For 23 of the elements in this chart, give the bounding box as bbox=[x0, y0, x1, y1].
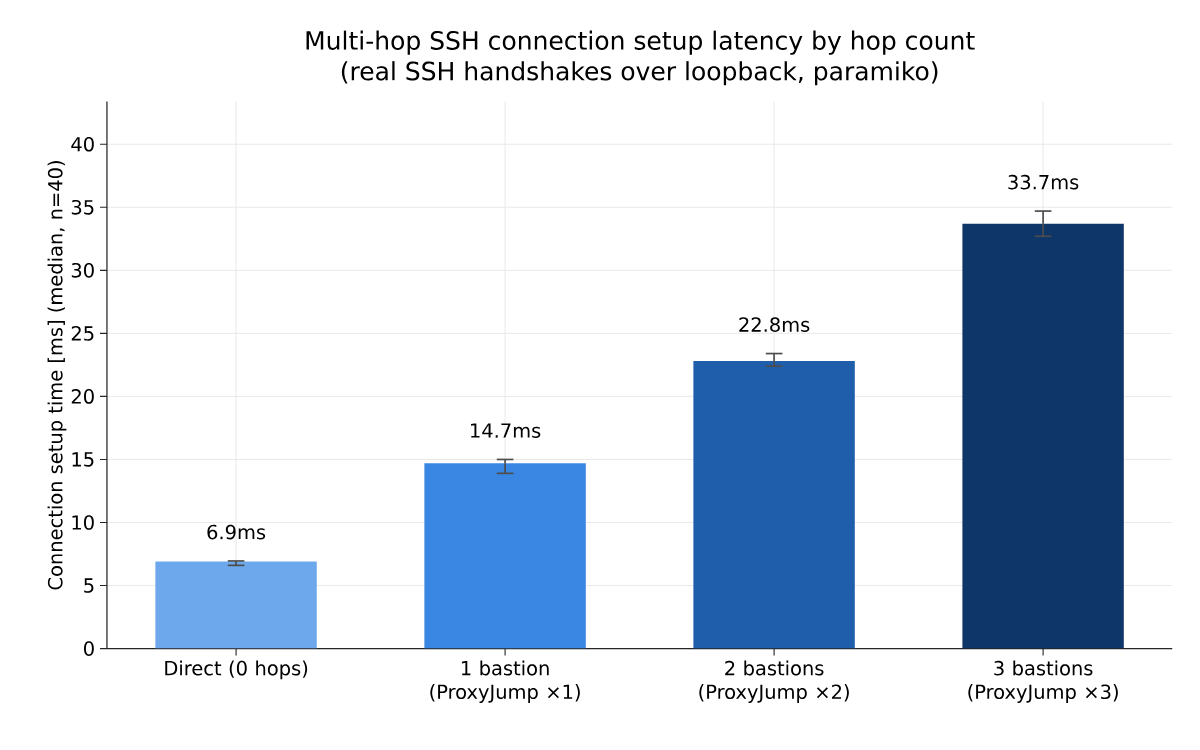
y-tick-label: 40 bbox=[71, 136, 94, 152]
y-tick-label: 0 bbox=[84, 641, 94, 656]
data-label: 33.7ms bbox=[1008, 174, 1079, 190]
bar bbox=[693, 361, 855, 649]
bar bbox=[962, 223, 1124, 649]
y-tick-label: 35 bbox=[71, 199, 94, 215]
chart-title: Multi-hop SSH connection setup latency by hop count (real SSH handshakes over loopback, paramiko) bbox=[306, 30, 975, 86]
data-label: 14.7ms bbox=[471, 423, 541, 438]
x-tick-label: Direct (0 hops) bbox=[165, 660, 308, 680]
y-tick-label: 25 bbox=[71, 326, 94, 341]
data-label: 6.9ms bbox=[207, 524, 266, 540]
y-tick-label: 15 bbox=[72, 452, 94, 467]
y-tick-label: 10 bbox=[72, 515, 94, 530]
x-tick-label: 2 bastions (ProxyJump ×2) bbox=[699, 660, 849, 703]
y-tick-label: 30 bbox=[71, 262, 94, 278]
bar bbox=[155, 561, 317, 649]
data-label: 22.8ms bbox=[739, 317, 810, 332]
x-tick-label: 3 bastions (ProxyJump ×3) bbox=[968, 660, 1118, 703]
y-axis-title: Connection setup time [ms] (median, n=40) bbox=[47, 161, 67, 590]
y-tick-label: 20 bbox=[71, 389, 94, 404]
bar bbox=[424, 463, 586, 649]
x-tick-label: 1 bastion (ProxyJump ×1) bbox=[430, 660, 580, 703]
y-tick-label: 5 bbox=[84, 578, 94, 593]
